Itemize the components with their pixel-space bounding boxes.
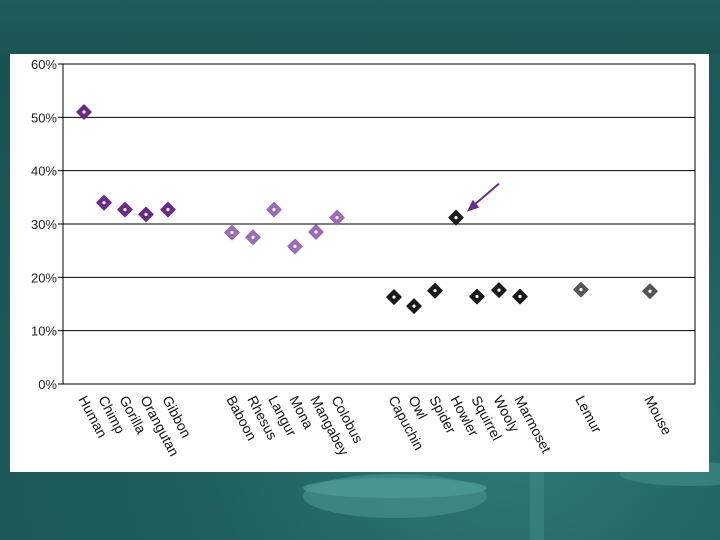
marker-center bbox=[230, 230, 234, 235]
data-point-howler bbox=[448, 209, 464, 226]
marker-center bbox=[475, 294, 479, 299]
data-point-owl bbox=[406, 298, 422, 314]
y-tick-label: 20% bbox=[31, 270, 57, 285]
chart-panel: 0% 10% 20% 30% 40% 50% 60% Human Chimp Gorilla Or… bbox=[10, 54, 709, 472]
marker-center bbox=[392, 295, 396, 299]
marker-center bbox=[251, 235, 255, 239]
marker-center bbox=[335, 216, 339, 220]
marker-center bbox=[433, 289, 437, 293]
scale-pan-rim bbox=[303, 478, 487, 498]
data-point-human bbox=[76, 104, 92, 120]
y-tick-label: 40% bbox=[31, 164, 57, 179]
data-point-squirrel bbox=[469, 288, 485, 305]
data-point-wooly bbox=[491, 282, 507, 298]
chart: 0% 10% 20% 30% 40% 50% 60% HumanChimpGorillaOr… bbox=[31, 57, 696, 459]
x-category-label: Mouse bbox=[641, 393, 675, 438]
marker-center bbox=[497, 288, 501, 292]
data-point-mouse bbox=[642, 283, 658, 299]
data-point-lemur bbox=[573, 281, 589, 298]
arrow-head-icon bbox=[467, 199, 480, 212]
marker-center bbox=[454, 216, 458, 220]
marker-center bbox=[648, 289, 652, 293]
data-point-orangutan bbox=[138, 206, 154, 223]
marker-center bbox=[579, 288, 583, 292]
y-tick-label: 30% bbox=[31, 217, 57, 232]
scale-pillar bbox=[530, 472, 544, 540]
marker-center bbox=[293, 244, 297, 248]
marker-center bbox=[166, 208, 170, 212]
data-point-gibbon bbox=[160, 201, 176, 218]
marker-center bbox=[82, 110, 86, 114]
data-point-langur bbox=[266, 201, 282, 218]
data-point-mangabey bbox=[308, 224, 324, 240]
data-point-capuchin bbox=[386, 289, 402, 305]
top-band bbox=[0, 0, 720, 54]
data-point-colobus bbox=[329, 209, 345, 226]
y-tick-label: 50% bbox=[31, 110, 57, 125]
data-point-spider bbox=[427, 282, 443, 299]
gridlines bbox=[63, 63, 695, 385]
marker-center bbox=[102, 201, 106, 205]
data-point-baboon bbox=[224, 224, 240, 241]
data-point-mona bbox=[287, 238, 303, 255]
marker-center bbox=[412, 304, 416, 308]
data-point-rhesus bbox=[245, 229, 261, 246]
y-tick-label: 0% bbox=[38, 377, 57, 392]
y-axis-ticks: 0% 10% 20% 30% 40% 50% 60% bbox=[31, 57, 63, 392]
y-tick-label: 60% bbox=[31, 57, 57, 72]
annotations bbox=[467, 182, 500, 212]
marker-center bbox=[314, 230, 318, 234]
y-tick-label: 10% bbox=[31, 324, 57, 339]
marker-center bbox=[272, 208, 276, 212]
data-point-marmoset bbox=[512, 288, 528, 305]
x-category-label: Lemur bbox=[572, 393, 605, 436]
data-points bbox=[76, 104, 658, 314]
marker-center bbox=[144, 212, 148, 216]
data-point-chimp bbox=[96, 194, 112, 211]
data-point-gorilla bbox=[117, 201, 133, 218]
marker-center bbox=[518, 294, 522, 299]
marker-center bbox=[123, 208, 127, 212]
